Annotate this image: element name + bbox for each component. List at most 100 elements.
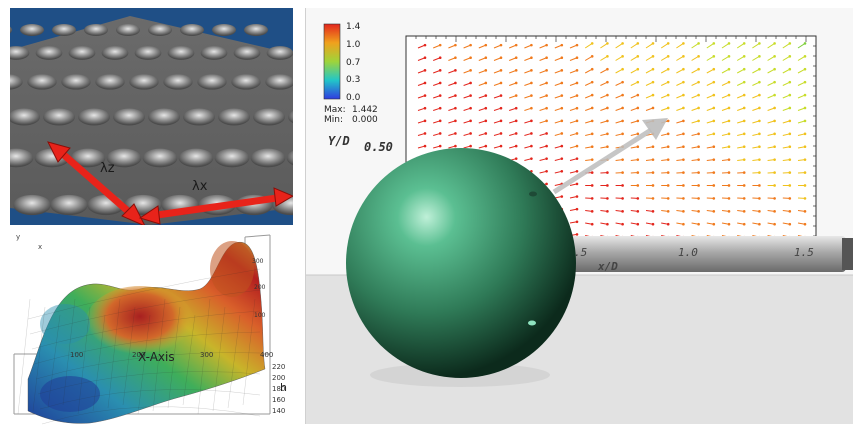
velocity-vector-head xyxy=(575,69,579,72)
velocity-vector-head xyxy=(773,80,776,84)
velocity-vector-head xyxy=(621,80,624,84)
velocity-vector xyxy=(706,42,715,49)
velocity-vector-head xyxy=(636,119,640,123)
mesh-line xyxy=(39,389,261,410)
velocity-vector-head xyxy=(606,80,609,84)
velocity-vector-head xyxy=(651,42,655,45)
velocity-vector-head xyxy=(803,119,807,123)
velocity-vector-head xyxy=(651,184,655,187)
velocity-vector-head xyxy=(742,106,746,110)
velocity-vector xyxy=(706,68,715,74)
velocity-vector xyxy=(782,55,791,61)
velocity-vector-head xyxy=(636,106,640,110)
velocity-vector-head xyxy=(697,132,700,136)
velocity-vector-head xyxy=(575,43,579,47)
velocity-vector-head xyxy=(636,55,640,58)
velocity-vector-head xyxy=(712,145,716,149)
surface-bump xyxy=(244,24,268,36)
velocity-vector-head xyxy=(621,42,624,45)
velocity-vector-head xyxy=(788,171,792,174)
velocity-vector-head xyxy=(636,222,640,226)
velocity-vector-head xyxy=(803,158,807,161)
x-tick: 1.5 xyxy=(794,246,814,259)
velocity-vector-head xyxy=(484,56,488,60)
velocity-vector xyxy=(645,55,654,61)
velocity-vector-head xyxy=(469,144,472,148)
velocity-vector-head xyxy=(560,56,564,60)
surface-bump xyxy=(10,46,30,60)
velocity-vector-head xyxy=(712,222,716,226)
velocity-vector-head xyxy=(454,106,457,110)
velocity-vector-head xyxy=(590,158,594,161)
mesh-line xyxy=(242,298,256,406)
velocity-vector-head xyxy=(758,132,761,136)
h-axis-label: h xyxy=(280,381,287,394)
surface-bump xyxy=(106,148,142,168)
velocity-vector-head xyxy=(682,55,685,58)
velocity-vector-head xyxy=(438,144,442,148)
velocity-vector-head xyxy=(666,119,670,123)
velocity-vector-head xyxy=(727,55,731,58)
terrain-mesh xyxy=(17,268,261,425)
lambda-z-label: λz xyxy=(100,161,115,176)
velocity-vector-head xyxy=(545,182,548,186)
velocity-vector-head xyxy=(621,119,624,123)
mesh-line xyxy=(212,306,226,412)
velocity-vector xyxy=(600,42,608,49)
velocity-vector-head xyxy=(773,222,776,226)
velocity-vector-head xyxy=(621,171,624,174)
velocity-vector-head xyxy=(590,222,594,226)
velocity-vector-head xyxy=(788,158,792,161)
surface-bump xyxy=(95,74,125,90)
velocity-vector-head xyxy=(545,170,548,173)
max-value: 1.442 xyxy=(352,105,378,115)
velocity-vector-head xyxy=(788,210,792,213)
velocity-vector xyxy=(736,42,745,49)
terrain-surface-plot: y x 100 200 300 400 X-Axis 300 200 100 2… xyxy=(13,233,287,425)
velocity-vector xyxy=(721,55,730,61)
velocity-vector-head xyxy=(742,55,746,58)
velocity-vector-head xyxy=(788,197,792,200)
velocity-vector-head xyxy=(514,157,518,160)
velocity-vector-head xyxy=(590,67,594,71)
velocity-vector-head xyxy=(697,197,700,200)
velocity-vector-head xyxy=(454,132,457,135)
y-tick: 0.50 xyxy=(364,140,393,154)
velocity-vector-head xyxy=(636,132,640,136)
mesh-line xyxy=(62,298,76,406)
velocity-vector-head xyxy=(560,106,564,110)
velocity-vector-head xyxy=(773,210,776,213)
velocity-vector-head xyxy=(758,197,761,200)
velocity-vector-head xyxy=(742,67,746,71)
velocity-vector-head xyxy=(621,210,624,213)
velocity-vector-head xyxy=(621,184,624,187)
velocity-vector-head xyxy=(697,210,700,213)
colorbar-tick: 0.3 xyxy=(346,75,360,85)
mesh-line xyxy=(167,306,181,409)
z-tick: 300 xyxy=(252,258,264,265)
velocity-vector-head xyxy=(712,184,716,187)
velocity-vector-head xyxy=(545,69,548,72)
velocity-vector-head xyxy=(773,197,776,200)
velocity-vector-head xyxy=(727,119,731,123)
velocity-vector-head xyxy=(454,56,457,60)
velocity-vector-head xyxy=(423,69,427,72)
z-tick: 200 xyxy=(254,284,266,291)
velocity-vector-head xyxy=(590,145,594,149)
velocity-vector-head xyxy=(636,145,640,149)
terrain-peak xyxy=(85,286,195,362)
surface-bump xyxy=(13,194,51,216)
velocity-vector-head xyxy=(621,132,624,136)
velocity-vector-head xyxy=(697,158,700,161)
velocity-vector-head xyxy=(560,195,564,198)
mesh-line xyxy=(122,306,136,406)
surface-bump xyxy=(163,74,193,90)
mesh-line xyxy=(182,314,196,406)
velocity-vector-head xyxy=(636,197,640,200)
velocity-vector-head xyxy=(514,119,518,123)
velocity-vector-head xyxy=(712,210,716,213)
velocity-vector-head xyxy=(575,182,579,186)
velocity-vector-head xyxy=(590,93,594,97)
surface-bump xyxy=(52,24,76,36)
velocity-vector-head xyxy=(575,106,579,110)
